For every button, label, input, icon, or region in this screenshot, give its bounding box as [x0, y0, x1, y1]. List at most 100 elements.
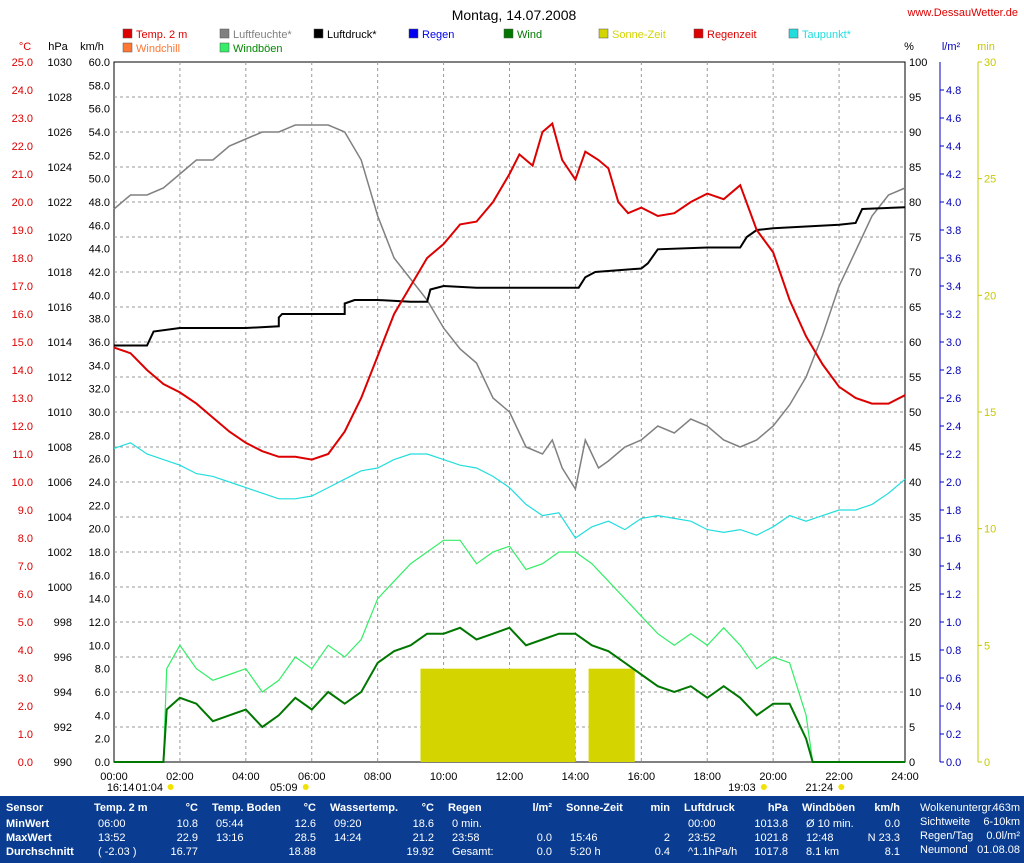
tick-label: 1006 [48, 477, 72, 489]
legend-label: Regenzeit [707, 29, 757, 41]
tick-label: 15 [909, 652, 921, 664]
legend-swatch [313, 28, 324, 39]
tick-label: 14.0 [12, 365, 33, 377]
table-cell: 15:46 [570, 832, 598, 844]
tick-label: 95 [909, 92, 921, 104]
tick-label: 4.0 [946, 197, 961, 209]
tick-label: 10.0 [89, 640, 110, 652]
sun-bar [588, 668, 635, 762]
tick-label: 0.2 [946, 729, 961, 741]
table-cell: 05:44 [216, 818, 244, 830]
tick-label: 25 [909, 582, 921, 594]
legend-swatch [598, 28, 609, 39]
site-link[interactable]: www.DessauWetter.de [907, 7, 1018, 19]
table-cell: 5:20 h [570, 846, 601, 858]
tick-label: 23.0 [12, 113, 33, 125]
table-cell: Neumond [920, 844, 968, 856]
tick-label: 1.0 [18, 729, 33, 741]
legend-label: Wind [517, 29, 542, 41]
table-cell: Windböen [802, 802, 856, 814]
table-cell: 6-10km [983, 816, 1020, 828]
tick-label: 50 [909, 407, 921, 419]
tick-label: 16.0 [12, 309, 33, 321]
table-cell: Regen/Tag [920, 830, 974, 842]
tick-label: 996 [54, 652, 72, 664]
tick-label: 35 [909, 512, 921, 524]
tick-label: 0.0 [95, 757, 110, 769]
table-cell: min [650, 802, 670, 814]
tick-label: 11.0 [12, 449, 33, 461]
tick-label: 1010 [48, 407, 72, 419]
table-cell: Temp. Boden [212, 802, 281, 814]
table-cell: Temp. 2 m [94, 802, 148, 814]
tick-label: 21.0 [12, 169, 33, 181]
tick-label: 2.8 [946, 365, 961, 377]
legend-swatch [788, 28, 799, 39]
tick-label: 55 [909, 372, 921, 384]
tick-label: 1018 [48, 267, 72, 279]
tick-label: 14:00 [562, 771, 590, 783]
tick-label: 20 [984, 290, 996, 302]
series-line-taupunkt [113, 442, 906, 539]
tick-label: 3.8 [946, 225, 961, 237]
tick-label: 90 [909, 127, 921, 139]
table-cell: 18.88 [288, 846, 316, 858]
sun-moon-icon [760, 784, 767, 790]
tick-label: 1.8 [946, 505, 961, 517]
tick-label: 1.4 [946, 561, 961, 573]
table-cell: 1021.8 [754, 832, 788, 844]
tick-label: 34.0 [89, 360, 110, 372]
tick-label: 2.6 [946, 393, 961, 405]
legend: Temp. 2 m Windchill Luftfeuchte* Windböen Lu… [122, 28, 852, 55]
tick-label: 2.0 [946, 477, 961, 489]
table-cell: 463m [992, 802, 1020, 814]
table-cell: °C [185, 802, 198, 814]
tick-label: 14.0 [89, 594, 110, 606]
table-cell: 2 [663, 832, 670, 844]
table-cell: 0.0l/m² [986, 830, 1020, 842]
tick-label: 80 [909, 197, 921, 209]
tick-label: 24.0 [12, 85, 33, 97]
tick-label: 12.0 [89, 617, 110, 629]
tick-label: 36.0 [89, 337, 110, 349]
tick-label: 65 [909, 302, 921, 314]
tick-label: 13.0 [12, 393, 33, 405]
tick-label: 8.0 [18, 533, 33, 545]
tick-label: 6.0 [18, 589, 33, 601]
tick-label: 1012 [48, 372, 72, 384]
table-cell: 00:00 [688, 818, 716, 830]
axis-unit-label: l/m² [942, 41, 961, 53]
tick-label: 45 [909, 442, 921, 454]
table-cell: 1017.8 [754, 846, 788, 858]
astro-time-label: 19:03 [728, 782, 756, 794]
table-cell: 12.6 [294, 818, 316, 830]
legend-label: Luftfeuchte* [233, 29, 292, 41]
sun-moon-icon [838, 784, 845, 790]
sun-moon-times: 16:14 01:04 05:09 19:03 21:24 [107, 782, 845, 794]
tick-label: 60 [909, 337, 921, 349]
table-cell: 14:24 [334, 832, 362, 844]
table-cell: 8.1 [884, 846, 900, 858]
series-line-luftfeuchte [113, 124, 906, 491]
tick-label: 15.0 [12, 337, 33, 349]
axis-units: °C hPa km/h% l/m² min [19, 41, 995, 53]
axes: 25.0 24.0 23.0 22.0 21.0 20.0 19.0 18.0 17.0 16.0… [12, 57, 997, 783]
tick-label: 08:00 [364, 771, 392, 783]
astro-time-label: 21:24 [806, 782, 834, 794]
table-cell: Sichtweite [920, 816, 971, 828]
tick-label: 0 [909, 757, 915, 769]
tick-label: 1016 [48, 302, 72, 314]
table-cell: 0 min. [452, 818, 482, 830]
tick-label: 990 [54, 757, 72, 769]
tick-label: 4.6 [946, 113, 961, 125]
tick-label: 38.0 [89, 314, 110, 326]
table-cell: 28.5 [294, 832, 316, 844]
tick-label: 8.0 [95, 664, 110, 676]
table-cell: Wassertemp. [330, 802, 399, 814]
tick-label: 25.0 [12, 57, 33, 69]
tick-label: 998 [54, 617, 72, 629]
tick-label: 1008 [48, 442, 72, 454]
tick-label: 42.0 [89, 267, 110, 279]
tick-label: 18:00 [693, 771, 721, 783]
tick-label: 1026 [48, 127, 72, 139]
